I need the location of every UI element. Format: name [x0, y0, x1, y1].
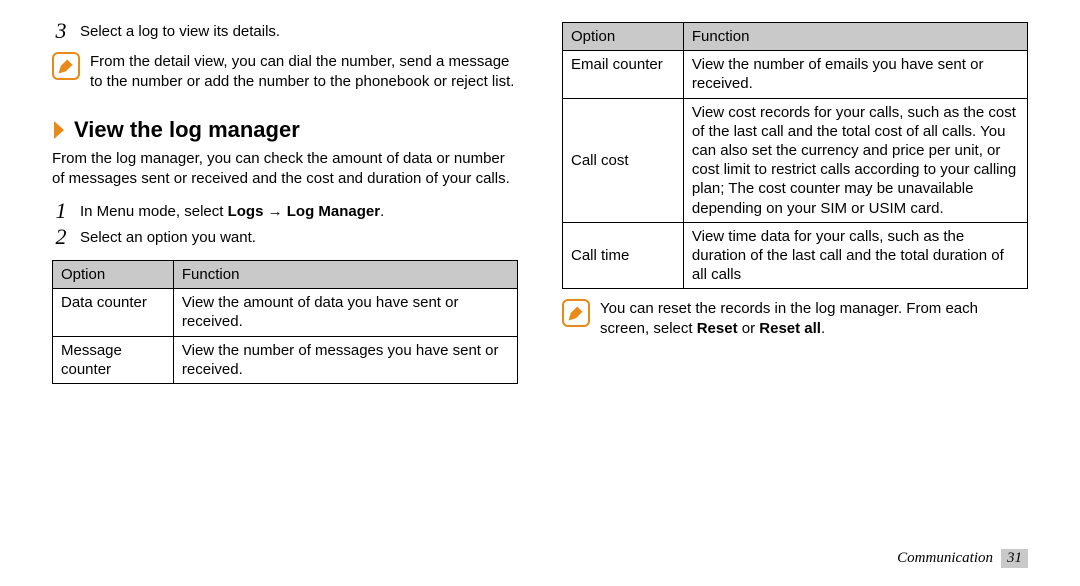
table-row: Data counter View the amount of data you…: [53, 289, 518, 336]
page-root: 3 Select a log to view its details. From…: [0, 0, 1080, 586]
text: In Menu mode, select: [80, 203, 228, 220]
table-row: Call cost View cost records for your cal…: [563, 98, 1028, 222]
action-reset-all: Reset all: [759, 320, 821, 337]
note-icon: [52, 52, 80, 80]
cell-option: Message counter: [53, 336, 174, 383]
section-intro: From the log manager, you can check the …: [52, 149, 518, 188]
cell-function: View the number of messages you have sen…: [173, 336, 517, 383]
cell-option: Data counter: [53, 289, 174, 336]
text: .: [821, 320, 825, 337]
options-table-left: Option Function Data counter View the am…: [52, 260, 518, 384]
table-header-row: Option Function: [563, 23, 1028, 51]
step-number: 2: [52, 226, 70, 248]
menu-path-log-manager: Log Manager: [287, 203, 380, 220]
heading-text: View the log manager: [74, 117, 300, 143]
footer-section-label: Communication: [897, 550, 993, 567]
text: .: [380, 203, 384, 220]
col-header-function: Function: [683, 23, 1027, 51]
note-icon: [562, 299, 590, 327]
cell-function: View the amount of data you have sent or…: [173, 289, 517, 336]
step-text: In Menu mode, select Logs → Log Manager.: [80, 202, 518, 222]
text: or: [738, 320, 760, 337]
note-text: From the detail view, you can dial the n…: [90, 52, 518, 91]
col-header-function: Function: [173, 261, 517, 289]
step-text: Select an option you want.: [80, 228, 518, 248]
left-column: 3 Select a log to view its details. From…: [52, 22, 522, 554]
step-text: Select a log to view its details.: [80, 22, 518, 42]
page-footer: Communication 31: [897, 549, 1028, 568]
step-3: 3 Select a log to view its details.: [52, 22, 518, 44]
pencil-paper-icon: [567, 304, 585, 322]
cell-function: View time data for your calls, such as t…: [683, 222, 1027, 289]
step-2: 2 Select an option you want.: [52, 228, 518, 250]
note-text: You can reset the records in the log man…: [600, 299, 1028, 338]
col-header-option: Option: [53, 261, 174, 289]
action-reset: Reset: [697, 320, 738, 337]
options-table-right: Option Function Email counter View the n…: [562, 22, 1028, 289]
table-header-row: Option Function: [53, 261, 518, 289]
note-reset: You can reset the records in the log man…: [562, 299, 1028, 338]
note-detail-view: From the detail view, you can dial the n…: [52, 52, 518, 91]
right-column: Option Function Email counter View the n…: [558, 22, 1028, 554]
text: →: [263, 203, 286, 220]
cell-option: Call time: [563, 222, 684, 289]
cell-option: Call cost: [563, 98, 684, 222]
cell-option: Email counter: [563, 51, 684, 98]
step-number: 3: [52, 20, 70, 42]
pencil-paper-icon: [57, 57, 75, 75]
cell-function: View cost records for your calls, such a…: [683, 98, 1027, 222]
footer-page-number: 31: [1001, 549, 1028, 568]
section-heading: View the log manager: [52, 117, 518, 143]
table-row: Call time View time data for your calls,…: [563, 222, 1028, 289]
menu-path-logs: Logs: [228, 203, 264, 220]
table-row: Email counter View the number of emails …: [563, 51, 1028, 98]
col-header-option: Option: [563, 23, 684, 51]
step-1: 1 In Menu mode, select Logs → Log Manage…: [52, 202, 518, 224]
table-row: Message counter View the number of messa…: [53, 336, 518, 383]
step-number: 1: [52, 200, 70, 222]
cell-function: View the number of emails you have sent …: [683, 51, 1027, 98]
chevron-right-icon: [52, 119, 68, 141]
